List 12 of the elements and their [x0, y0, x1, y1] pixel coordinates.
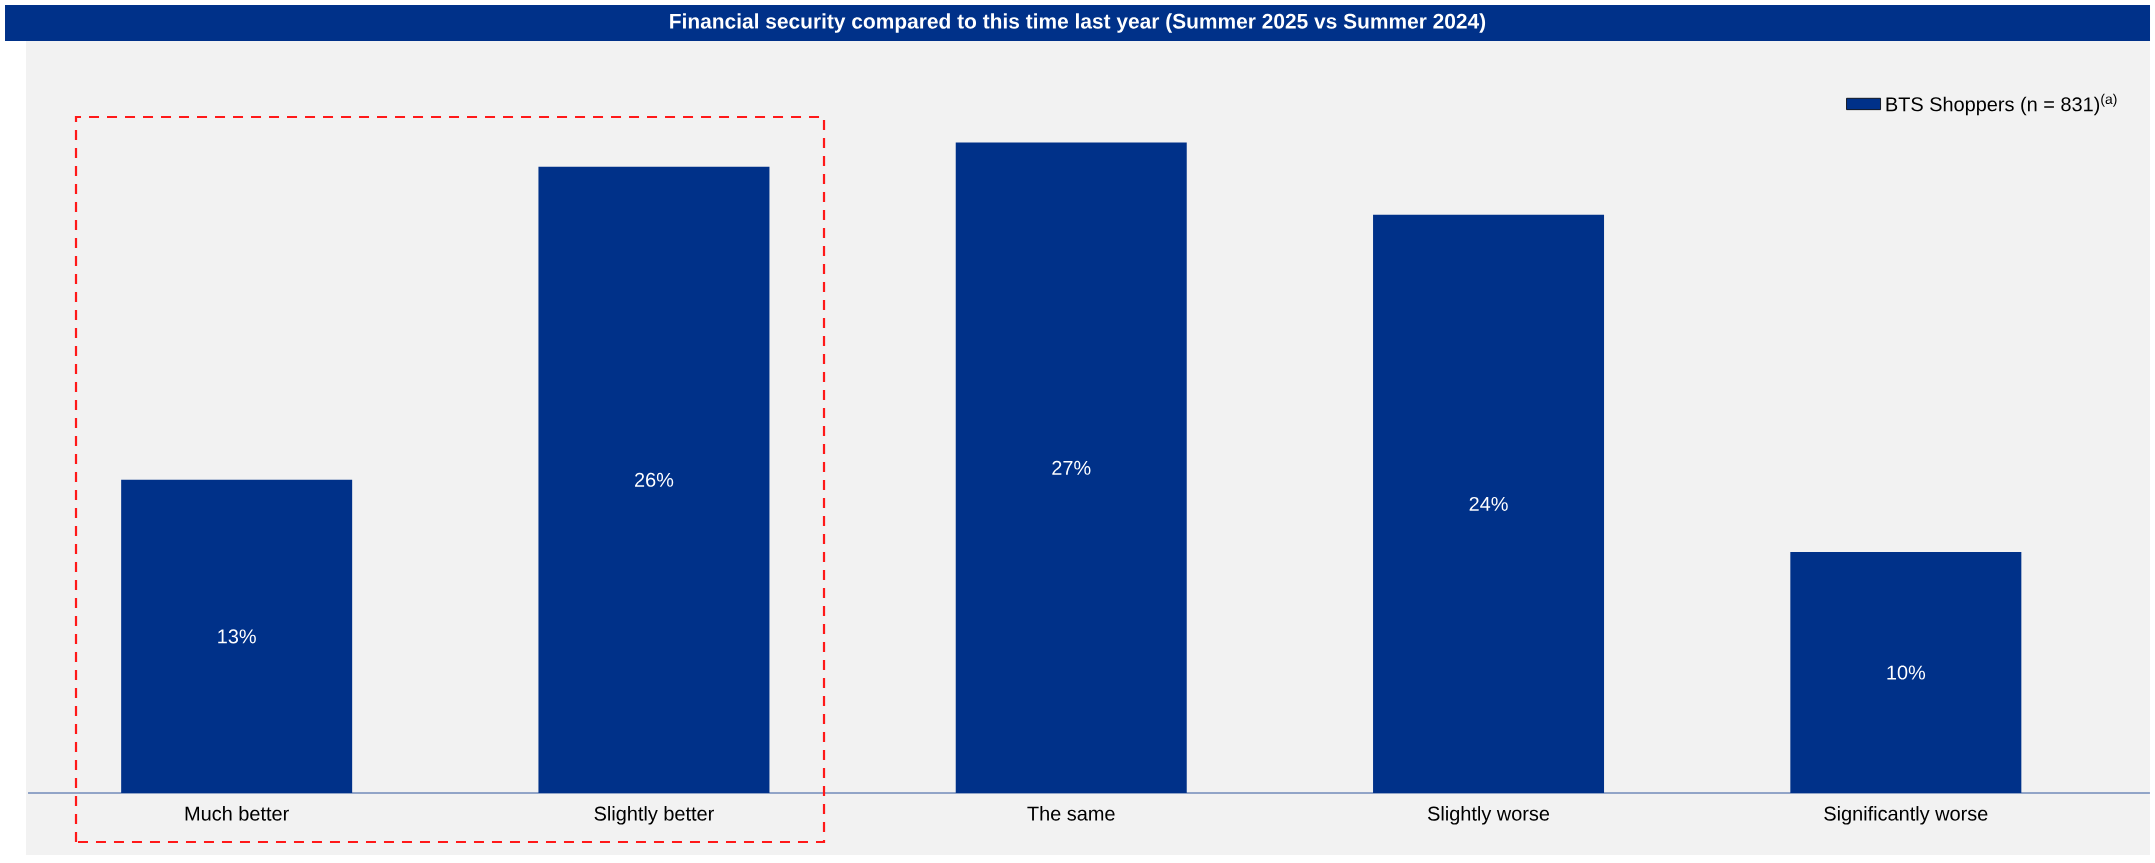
- data-label: 26%: [635, 472, 674, 487]
- legend-label: BTS Shoppers (n = 831)$^{(a)}$: [1886, 93, 2117, 116]
- data-label: 13%: [218, 629, 256, 644]
- x-tick-label: Slightly worse: [1427, 806, 1550, 825]
- x-tick-label: The same: [1027, 806, 1115, 821]
- data-label: 27%: [1052, 460, 1091, 475]
- x-tick-label: Much better: [185, 806, 289, 821]
- chart-title: Financial security compared to this time last year (Summer 2025 vs Summer 2024): [670, 13, 1486, 33]
- x-tick-label: Slightly better: [594, 806, 714, 825]
- data-label: 10%: [1887, 665, 1926, 680]
- data-label: 24%: [1469, 496, 1508, 511]
- x-tick-label: Significantly worse: [1824, 806, 1988, 825]
